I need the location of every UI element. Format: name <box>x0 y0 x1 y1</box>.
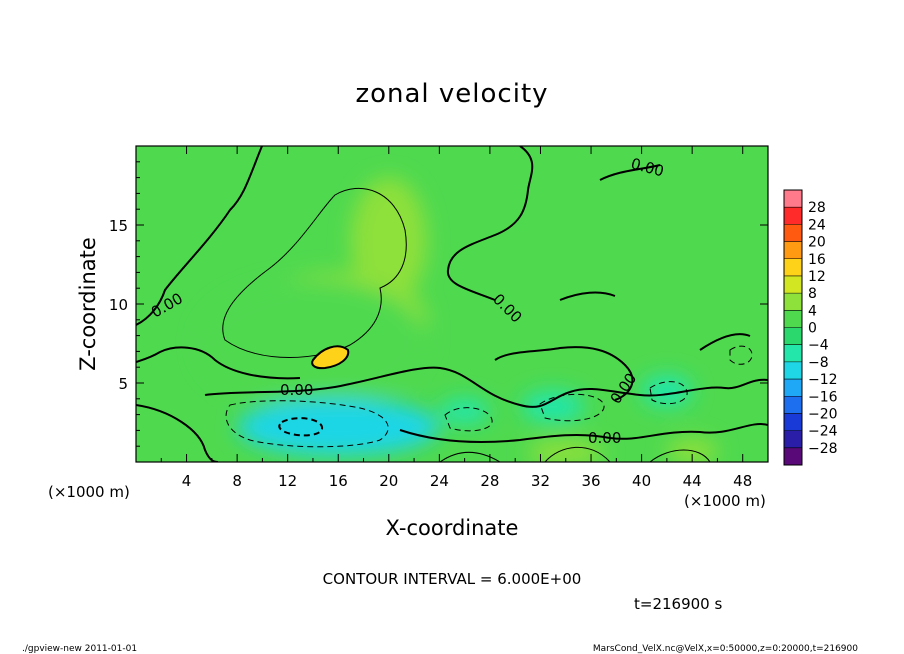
colorbar-swatch <box>784 241 802 259</box>
colorbar-swatch <box>784 207 802 225</box>
field-shading <box>199 177 718 462</box>
x-tick-label: 20 <box>379 472 398 490</box>
colorbar-tick-label: −16 <box>808 389 838 405</box>
strong-positive-contour <box>311 345 350 370</box>
colorbar-tick-label: 24 <box>808 217 826 233</box>
colorbar-swatch <box>784 361 802 380</box>
colorbar-tick-label: −8 <box>808 355 829 371</box>
x-tick-label: 24 <box>430 472 449 490</box>
y-tick-label: 5 <box>118 375 128 393</box>
colorbar-swatch <box>784 396 802 414</box>
x-axis-label: X-coordinate <box>386 516 519 540</box>
x-unit-label-right: (×1000 m) <box>684 492 766 510</box>
colorbar-tick-label: −12 <box>808 372 838 388</box>
colorbar-tick-label: 8 <box>808 286 817 302</box>
colorbar-tick-label: −4 <box>808 338 829 354</box>
colorbar-tick-label: 28 <box>808 200 826 216</box>
x-tick-label: 12 <box>278 472 297 490</box>
x-axis: 4 8 12 16 20 24 28 32 36 40 44 48 <box>160 146 752 490</box>
x-tick-label: 40 <box>632 472 651 490</box>
colorbar-swatch <box>784 379 802 397</box>
field-blob <box>527 439 604 462</box>
colorbar-swatch <box>784 190 802 208</box>
colorbar-tick-label: 20 <box>808 235 826 251</box>
colorbar-swatch <box>784 430 802 448</box>
time-stamp-text: t=216900 s <box>634 595 722 613</box>
colorbar-tick-label: 16 <box>808 252 826 268</box>
x-unit-label-left: (×1000 m) <box>48 483 130 501</box>
x-tick-label: 4 <box>182 472 192 490</box>
y-tick-label: 15 <box>109 217 128 235</box>
field-blob <box>294 414 358 437</box>
colorbar-tick-label: −24 <box>808 424 838 440</box>
contour-label: 0.00 <box>280 381 313 399</box>
plot-area: 0.00 0.00 0.00 0.00 0.00 0.00 4 8 12 16 20 24… <box>109 145 769 490</box>
contour-lines <box>136 146 768 462</box>
positive-contour <box>222 187 711 462</box>
colorbar-swatch <box>784 275 802 294</box>
colorbar-swatch <box>784 224 802 242</box>
x-tick-label: 32 <box>531 472 550 490</box>
colorbar-swatch <box>784 413 802 431</box>
colorbar-swatch <box>784 310 802 328</box>
colorbar-swatch <box>784 258 802 276</box>
contour-label: 0.00 <box>588 429 621 447</box>
colorbar-tick-label: −20 <box>808 406 838 422</box>
contour-interval-text: CONTOUR INTERVAL = 6.000E+00 <box>323 570 582 588</box>
field-blob <box>350 177 427 304</box>
field-blob <box>439 398 490 425</box>
x-tick-label: 16 <box>329 472 348 490</box>
colorbar-tick-label: 4 <box>808 303 817 319</box>
field-blob <box>521 390 585 423</box>
strong-negative-contour <box>278 417 323 437</box>
footer-right: MarsCond_VelX.nc@VelX,x=0:50000,z=0:2000… <box>593 644 858 654</box>
zero-contour-right <box>446 146 751 401</box>
x-tick-label: 44 <box>683 472 702 490</box>
x-tick-label: 8 <box>232 472 242 490</box>
colorbar-swatch <box>784 344 802 362</box>
chart-title: zonal velocity <box>355 79 548 109</box>
x-tick-label: 28 <box>480 472 499 490</box>
footer-left: ./gpview-new 2011-01-01 <box>22 644 137 654</box>
colorbar-swatch <box>784 447 802 465</box>
y-axis: 5 10 15 <box>109 161 768 447</box>
x-tick-label: 48 <box>733 472 752 490</box>
colorbar-swatch <box>784 327 802 345</box>
colorbar-swatch <box>784 293 802 311</box>
colorbar-tick-label: 12 <box>808 269 826 285</box>
y-axis-label: Z-coordinate <box>76 237 100 371</box>
colorbar-tick-label: 0 <box>808 321 817 337</box>
colorbar-tick-label: −28 <box>808 441 838 457</box>
x-tick-label: 36 <box>581 472 600 490</box>
y-tick-label: 10 <box>109 296 128 314</box>
zero-contour-middle <box>136 146 768 443</box>
negative-contour <box>225 345 753 448</box>
